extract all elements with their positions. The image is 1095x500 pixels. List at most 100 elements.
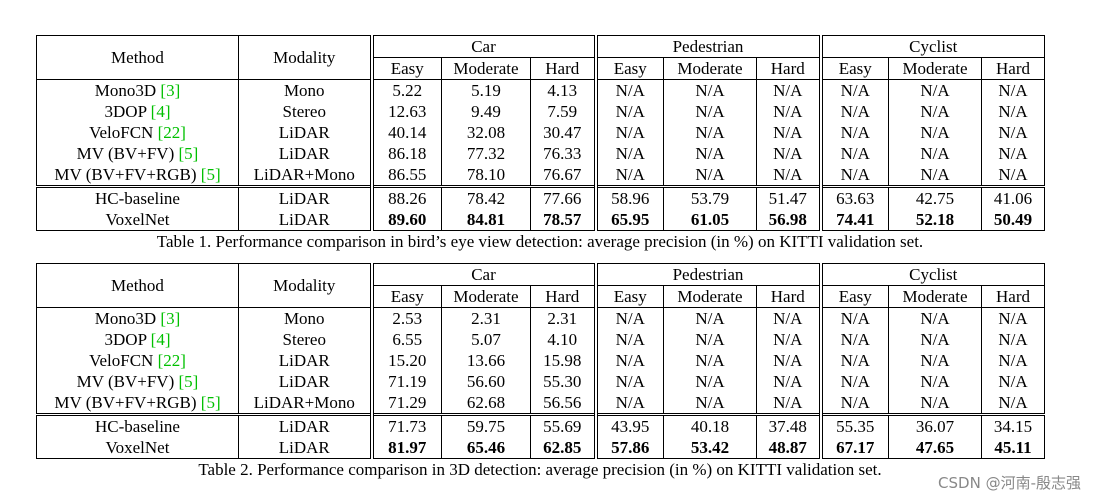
value-cell: 36.07 — [888, 413, 983, 437]
method-name: 3DOP — [104, 329, 147, 349]
value-cell: N/A — [593, 101, 664, 122]
value-cell: N/A — [888, 350, 983, 371]
value-cell: 32.08 — [441, 122, 531, 143]
value-cell: N/A — [818, 164, 890, 187]
modality-cell: LiDAR — [238, 185, 372, 209]
value-cell: N/A — [593, 164, 664, 187]
value-cell: 65.46 — [441, 437, 531, 459]
value-cell: 48.87 — [755, 437, 822, 459]
method-name: MV (BV+FV+RGB) — [54, 164, 197, 184]
data-row: HC-baseline LiDAR 71.73 59.75 55.69 43.95 40.1… — [36, 413, 1046, 437]
data-row: MV (BV+FV+RGB) [5] LiDAR+Mono 71.29 62.68 56… — [36, 392, 1046, 415]
method-name: MV (BV+FV) — [76, 371, 175, 391]
value-cell: N/A — [818, 101, 890, 122]
data-row: VoxelNet LiDAR 89.60 84.81 78.57 65.95 61.05 56… — [36, 209, 1046, 231]
header-row: Method Modality Car Pedestrian Cyclist — [36, 263, 1046, 308]
method-cell: VoxelNet — [36, 437, 239, 459]
value-cell: 15.20 — [369, 350, 442, 371]
value-cell: 77.66 — [530, 185, 596, 209]
value-cell: N/A — [981, 350, 1046, 371]
value-cell: 30.47 — [530, 122, 596, 143]
value-cell: N/A — [593, 371, 664, 392]
value-cell: 4.10 — [530, 329, 596, 350]
modality-cell: LiDAR — [238, 437, 372, 459]
method-cell: MV (BV+FV) [5] — [36, 143, 239, 164]
data-row: VeloFCN [22] LiDAR 15.20 13.66 15.98 N/A N/A N/… — [36, 350, 1046, 371]
data-row: Mono3D [3] Mono 5.22 5.19 4.13 N/A N/A N/A N/A N/… — [36, 79, 1046, 101]
value-cell: 53.79 — [663, 185, 757, 209]
column-header: Moderate — [663, 285, 757, 308]
value-cell: 84.81 — [441, 209, 531, 231]
method-name: HC-baseline — [95, 188, 180, 208]
value-cell: N/A — [593, 307, 664, 329]
citation: [22] — [157, 350, 186, 370]
value-cell: 13.66 — [441, 350, 531, 371]
data-row: MV (BV+FV) [5] LiDAR 71.19 56.60 55.30 N/A N/A… — [36, 371, 1046, 392]
data-row: MV (BV+FV+RGB) [5] LiDAR+Mono 86.55 78.10 76… — [36, 164, 1046, 187]
citation: [3] — [160, 80, 181, 100]
value-cell: 42.75 — [888, 185, 983, 209]
value-cell: 67.17 — [818, 437, 890, 459]
value-cell: 4.13 — [530, 79, 596, 101]
value-cell: N/A — [663, 79, 757, 101]
method-name: VoxelNet — [105, 437, 170, 457]
group-header: Car — [369, 35, 596, 58]
value-cell: 51.47 — [755, 185, 822, 209]
header-cell: Modality — [238, 35, 372, 80]
value-cell: 40.18 — [663, 413, 757, 437]
value-cell: N/A — [663, 122, 757, 143]
method-cell: MV (BV+FV) [5] — [36, 371, 239, 392]
value-cell: 86.55 — [369, 164, 442, 187]
method-cell: 3DOP [4] — [36, 101, 239, 122]
value-cell: N/A — [593, 329, 664, 350]
value-cell: N/A — [888, 79, 983, 101]
citation: [4] — [150, 101, 171, 121]
value-cell: 2.31 — [441, 307, 531, 329]
column-header: Moderate — [888, 57, 983, 80]
value-cell: 5.07 — [441, 329, 531, 350]
table-block: Method Modality Car Pedestrian Cyclist Easy Mo… — [36, 35, 1046, 252]
method-cell: VoxelNet — [36, 209, 239, 231]
value-cell: 76.33 — [530, 143, 596, 164]
header-cell: Method — [36, 35, 239, 80]
modality-cell: LiDAR — [238, 122, 372, 143]
value-cell: 62.68 — [441, 392, 531, 415]
method-name: MV (BV+FV) — [76, 143, 175, 163]
citation: [5] — [178, 371, 199, 391]
value-cell: 5.22 — [369, 79, 442, 101]
value-cell: N/A — [981, 307, 1046, 329]
value-cell: N/A — [755, 392, 822, 415]
value-cell: N/A — [663, 392, 757, 415]
method-cell: 3DOP [4] — [36, 329, 239, 350]
value-cell: N/A — [663, 350, 757, 371]
value-cell: N/A — [663, 164, 757, 187]
value-cell: 62.85 — [530, 437, 596, 459]
value-cell: 56.98 — [755, 209, 822, 231]
modality-cell: LiDAR — [238, 413, 372, 437]
value-cell: 55.30 — [530, 371, 596, 392]
value-cell: 12.63 — [369, 101, 442, 122]
value-cell: N/A — [818, 307, 890, 329]
column-header: Hard — [755, 57, 822, 80]
value-cell: N/A — [981, 164, 1046, 187]
value-cell: N/A — [818, 371, 890, 392]
column-header: Easy — [818, 57, 890, 80]
value-cell: N/A — [888, 143, 983, 164]
column-header: Moderate — [441, 57, 531, 80]
value-cell: N/A — [755, 164, 822, 187]
value-cell: 56.56 — [530, 392, 596, 415]
method-cell: HC-baseline — [36, 413, 239, 437]
method-cell: MV (BV+FV+RGB) [5] — [36, 392, 239, 415]
modality-cell: LiDAR+Mono — [238, 164, 372, 187]
caption: Table 2. Performance comparison in 3D de… — [198, 460, 882, 479]
header-cell: Modality — [238, 263, 372, 308]
value-cell: 2.31 — [530, 307, 596, 329]
value-cell: N/A — [755, 122, 822, 143]
value-cell: N/A — [755, 371, 822, 392]
value-cell: N/A — [663, 329, 757, 350]
value-cell: N/A — [755, 101, 822, 122]
column-header: Hard — [530, 57, 596, 80]
value-cell: 71.29 — [369, 392, 442, 415]
value-cell: N/A — [981, 371, 1046, 392]
